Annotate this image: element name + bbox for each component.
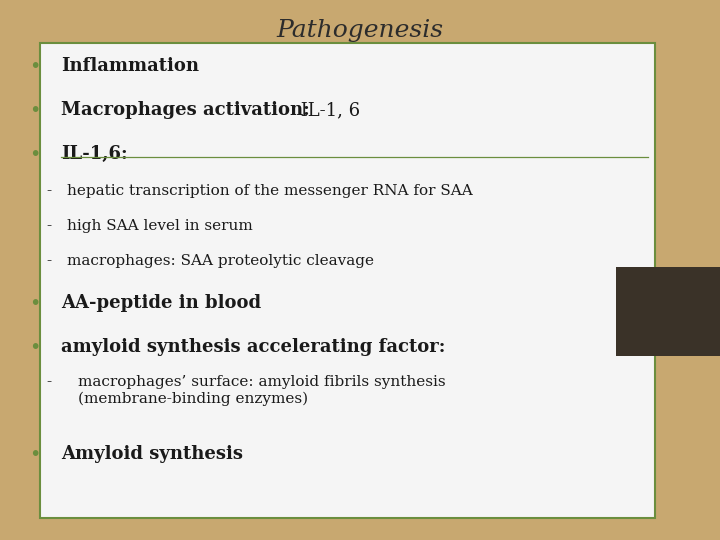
Text: •: • xyxy=(29,145,40,164)
Text: -: - xyxy=(47,254,52,268)
Text: •: • xyxy=(29,57,40,76)
Text: macrophages: SAA proteolytic cleavage: macrophages: SAA proteolytic cleavage xyxy=(67,254,374,268)
Text: IL-1, 6: IL-1, 6 xyxy=(295,101,360,119)
Text: AA-peptide in blood: AA-peptide in blood xyxy=(61,294,261,312)
Text: •: • xyxy=(29,338,40,357)
Text: •: • xyxy=(29,446,40,464)
Text: macrophages’ surface: amyloid fibrils synthesis
(membrane-binding enzymes): macrophages’ surface: amyloid fibrils sy… xyxy=(78,375,446,406)
Text: Amyloid synthesis: Amyloid synthesis xyxy=(61,446,243,463)
FancyBboxPatch shape xyxy=(616,267,720,356)
Text: -: - xyxy=(47,375,52,389)
Text: amyloid synthesis accelerating factor:: amyloid synthesis accelerating factor: xyxy=(61,338,446,356)
Text: Pathogenesis: Pathogenesis xyxy=(276,19,444,42)
Text: Macrophages activation:: Macrophages activation: xyxy=(61,101,310,119)
Text: IL-1,6:: IL-1,6: xyxy=(61,145,128,163)
Text: high SAA level in serum: high SAA level in serum xyxy=(67,219,253,233)
FancyBboxPatch shape xyxy=(40,43,655,518)
Text: hepatic transcription of the messenger RNA for SAA: hepatic transcription of the messenger R… xyxy=(67,184,473,198)
Text: -: - xyxy=(47,219,52,233)
Text: •: • xyxy=(29,101,40,120)
Text: Inflammation: Inflammation xyxy=(61,57,199,75)
Text: •: • xyxy=(29,294,40,313)
Text: -: - xyxy=(47,184,52,198)
